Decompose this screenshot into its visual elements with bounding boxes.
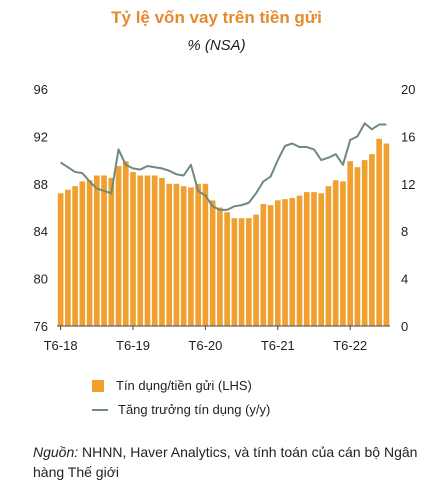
bar-3 (79, 181, 86, 326)
y-right-tick-1: 4 (401, 272, 408, 287)
bar-11 (137, 175, 144, 326)
bar-28 (260, 203, 267, 326)
line-credit-growth (60, 122, 387, 211)
bar-44 (376, 138, 382, 326)
x-tick-label-2: T6-20 (188, 338, 222, 353)
bar-0 (57, 193, 64, 326)
y-left-tick-3: 88 (34, 177, 48, 192)
y-left-tick-0: 76 (34, 319, 48, 334)
bar-14 (159, 177, 165, 327)
bar-18 (188, 187, 194, 326)
bar-41 (354, 167, 361, 326)
legend-item-bars: Tín dụng/tiền gửi (LHS) (92, 378, 252, 393)
bar-36 (318, 193, 325, 326)
bar-30 (274, 200, 281, 326)
bar-37 (325, 186, 332, 326)
y-right-tick-0: 0 (401, 319, 408, 334)
bar-42 (361, 160, 368, 326)
bar-1 (65, 189, 71, 326)
bar-43 (369, 154, 375, 326)
y-right-tick-2: 8 (401, 224, 408, 239)
legend-item-line: Tăng trưởng tín dụng (y/y) (92, 402, 270, 417)
bar-40 (347, 161, 354, 326)
legend-label-bars: Tín dụng/tiền gửi (LHS) (116, 378, 252, 393)
legend-label-line: Tăng trưởng tín dụng (y/y) (118, 402, 271, 417)
bar-27 (253, 214, 259, 326)
x-tick-label-0: T6-18 (44, 338, 78, 353)
y-right-tick-3: 12 (401, 177, 415, 192)
y-left-tick-5: 96 (34, 82, 48, 97)
bar-2 (72, 186, 78, 326)
bar-22 (217, 207, 223, 326)
bar-19 (195, 183, 201, 326)
x-tick-label-1: T6-19 (116, 338, 150, 353)
bar-29 (267, 205, 274, 326)
bar-15 (166, 183, 173, 326)
bar-24 (231, 218, 238, 326)
bar-33 (296, 195, 303, 326)
x-tick-label-4: T6-22 (333, 338, 367, 353)
bar-12 (144, 175, 151, 326)
bar-5 (93, 175, 100, 326)
bar-35 (311, 192, 317, 326)
y-right-tick-5: 20 (401, 82, 415, 97)
source-text: NHNN, Haver Analytics, và tính toán của … (33, 444, 418, 480)
bar-9 (122, 161, 129, 326)
bar-32 (289, 198, 296, 326)
bar-25 (238, 218, 245, 326)
y-right-tick-4: 16 (401, 129, 415, 144)
bar-4 (86, 180, 93, 326)
y-left-tick-4: 92 (34, 129, 48, 144)
bar-26 (246, 218, 252, 326)
bar-34 (303, 192, 310, 326)
source-prefix: Nguồn: (33, 444, 79, 460)
bar-39 (340, 181, 346, 326)
chart-subtitle: % (NSA) (187, 37, 246, 54)
x-tick-label-3: T6-21 (261, 338, 295, 353)
bar-17 (180, 186, 187, 326)
chart-title: Tỷ lệ vốn vay trên tiền gửi (111, 8, 322, 27)
legend-swatch-line (92, 408, 108, 411)
bar-45 (383, 143, 390, 326)
bar-23 (224, 212, 230, 326)
bar-8 (115, 166, 122, 326)
y-left-tick-1: 80 (34, 272, 48, 287)
bar-10 (130, 171, 136, 326)
bar-7 (108, 177, 115, 327)
legend-swatch-bars (92, 379, 104, 392)
bar-21 (209, 200, 216, 326)
bar-16 (173, 183, 180, 326)
y-left-tick-2: 84 (34, 224, 48, 239)
bar-6 (101, 175, 107, 326)
source-note: Nguồn: NHNN, Haver Analytics, và tính to… (33, 442, 423, 482)
bar-31 (282, 199, 288, 326)
bar-20 (202, 183, 209, 326)
bar-38 (332, 180, 339, 326)
bar-13 (151, 175, 158, 326)
